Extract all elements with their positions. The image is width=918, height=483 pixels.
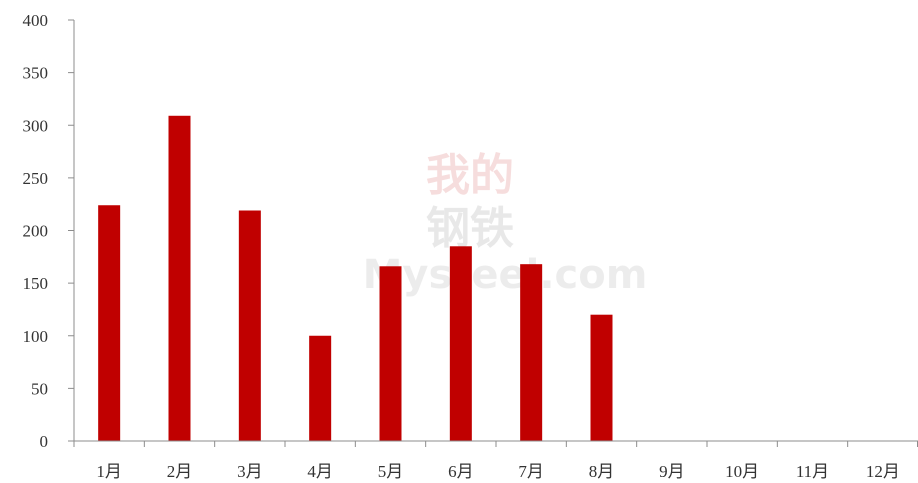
y-axis: 0 50 100 150 200 250 300 350 400 xyxy=(23,11,75,451)
bars xyxy=(98,115,613,441)
x-tick-label: 9月 xyxy=(659,462,685,481)
bar xyxy=(309,335,332,441)
watermark: 我的 钢铁 Mysteel.com xyxy=(363,150,648,298)
y-tick-label: 250 xyxy=(23,169,49,188)
x-tick-label: 6月 xyxy=(448,462,474,481)
x-tick-label: 1月 xyxy=(96,462,122,481)
y-tick-label: 200 xyxy=(23,222,49,241)
bar xyxy=(520,264,543,441)
y-tick-label: 350 xyxy=(23,64,49,83)
x-tick-label: 2月 xyxy=(167,462,193,481)
bar xyxy=(168,115,191,441)
watermark-line-2: 钢铁 xyxy=(426,203,514,254)
x-tick-label: 7月 xyxy=(518,462,544,481)
x-tick-label: 5月 xyxy=(378,462,404,481)
x-axis: 1月 2月 3月 4月 5月 6月 7月 8月 9月 10月 11月 12月 xyxy=(73,440,918,481)
bar xyxy=(238,210,261,441)
y-tick-label: 0 xyxy=(40,432,49,451)
bar xyxy=(98,205,121,441)
y-tick-label: 400 xyxy=(23,11,49,30)
x-tick-label: 12月 xyxy=(866,462,900,481)
bar xyxy=(590,314,613,441)
x-tick-label: 3月 xyxy=(237,462,263,481)
watermark-line-3: Mysteel.com xyxy=(363,252,648,298)
x-tick-label: 10月 xyxy=(725,462,759,481)
watermark-line-1: 我的 xyxy=(426,150,514,201)
bar xyxy=(449,246,472,441)
y-tick-label: 300 xyxy=(23,116,49,135)
y-tick-label: 150 xyxy=(23,274,49,293)
y-tick-label: 100 xyxy=(23,327,49,346)
x-tick-label: 8月 xyxy=(589,462,615,481)
x-tick-label: 4月 xyxy=(307,462,333,481)
y-tick-label: 50 xyxy=(31,379,48,398)
bar xyxy=(379,266,402,441)
x-tick-label: 11月 xyxy=(796,462,829,481)
